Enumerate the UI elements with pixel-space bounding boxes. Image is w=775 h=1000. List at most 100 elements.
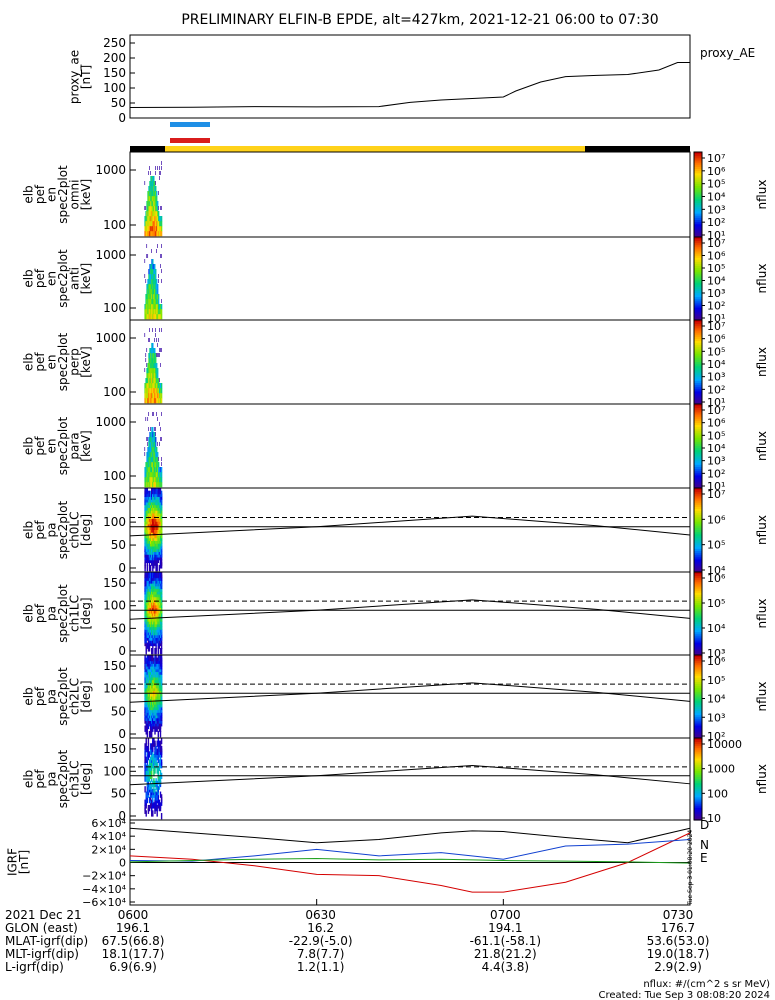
spec-pixel [147, 284, 149, 290]
colorbar-cell [694, 692, 702, 696]
spec-pixel [157, 467, 159, 473]
colorbar-cell [694, 272, 702, 275]
pa-pixel [151, 783, 153, 790]
colorbar-cell [694, 366, 702, 369]
spec-pixel [161, 244, 162, 248]
spec-pixel [156, 467, 158, 473]
ylabel-line: [deg] [79, 514, 93, 546]
colorbar-cell [694, 696, 702, 700]
spec-pixel [149, 462, 151, 468]
spec-pixel [158, 467, 160, 473]
spec-pixel [145, 294, 147, 300]
spec-pixel [160, 264, 161, 268]
y-tick-label: 50 [111, 96, 126, 110]
pa-pixel [149, 654, 152, 662]
spec-pixel [148, 289, 150, 295]
spec-pixel [157, 201, 159, 207]
pa-pixel [149, 571, 152, 579]
colorbar-tick-label: 10⁶ [707, 572, 726, 585]
time-axis-value: 0600 [118, 908, 149, 922]
y-tick-label: 100 [103, 218, 126, 232]
spec-pixel [157, 284, 159, 290]
spec-pixel [144, 383, 146, 389]
pa-pixel [148, 783, 151, 790]
spec-pixel [144, 393, 146, 399]
spec-pixel [155, 299, 157, 305]
pa-pixel [153, 770, 155, 777]
colorbar-tick-label: 10⁶ [707, 417, 726, 430]
pa-pixel [158, 740, 161, 747]
spec-pixel [155, 477, 157, 483]
pa-pixel [156, 780, 158, 788]
pa-pixel [156, 725, 158, 732]
spec-pixel [154, 482, 156, 488]
spec-pixel [156, 447, 158, 453]
pa-pixel [152, 794, 154, 801]
colorbar-cell [694, 362, 702, 365]
spec-pixel [155, 221, 157, 227]
pa-pixel [153, 737, 155, 745]
colorbar-cell [694, 813, 702, 817]
colorbar-cell [694, 241, 702, 244]
colorbar-cell [694, 578, 702, 581]
spec-pixel [147, 417, 149, 421]
pa-panel-1-colorbar: 10⁶ 10⁵ 10⁴ 10³ nflux [693, 571, 769, 660]
colorbar-cell [694, 605, 702, 608]
colorbar-cell [694, 171, 702, 174]
spec-pixel [149, 269, 151, 275]
colorbar-cell [694, 326, 702, 329]
spec-pixel [149, 309, 151, 315]
colorbar-cell [694, 328, 702, 332]
colorbar-cell [694, 711, 702, 714]
spec-pixel [149, 294, 151, 300]
spec-pixel [152, 477, 154, 483]
spec-pixel [155, 388, 157, 394]
colorbar-tick-label: 10⁴ [707, 275, 726, 288]
spec-pixel [154, 284, 156, 290]
colorbar-cell [694, 162, 702, 166]
pa-pixel [153, 786, 155, 793]
spec-pixel [151, 181, 153, 187]
pa-pixel [157, 648, 160, 655]
colorbar-cell [694, 548, 702, 552]
pa-pixel [144, 786, 146, 793]
spec-pixel [154, 264, 156, 270]
colorbar-cell [694, 586, 702, 590]
colorbar-cell [694, 530, 702, 533]
colorbar-tick-label: 10³ [707, 647, 725, 660]
colorbar-cell [694, 551, 702, 554]
spec-pixel [152, 343, 154, 349]
colorbar-cell [694, 498, 702, 502]
colorbar-cell [694, 389, 702, 392]
spec-pixel [152, 442, 154, 448]
colorbar-tick-label: 10⁶ [707, 513, 726, 526]
spec-pixel [154, 196, 156, 202]
colorbar-tick-label: 10⁵ [707, 262, 725, 275]
spec-pixel [156, 299, 158, 305]
spec-pixel [161, 254, 162, 258]
y-tick-label: 200 [103, 51, 126, 65]
pa-pixel [145, 764, 147, 772]
pa-pixel [156, 571, 158, 579]
pa-pixel [145, 791, 147, 798]
colorbar-cell [694, 355, 702, 359]
pa-pixel [157, 767, 160, 774]
colorbar-label-text: nflux [755, 682, 769, 712]
colorbar-cell [694, 644, 702, 648]
pa-pixel [159, 571, 162, 579]
spec-pixel [155, 482, 157, 488]
spec-pixel [148, 353, 150, 359]
pa-pixel [144, 756, 146, 763]
colorbar-label: nflux [755, 682, 769, 712]
footer-units: nflux: #/(cm^2 s sr MeV) [643, 979, 770, 990]
spec-pixel [155, 206, 157, 212]
spec-pixel [151, 186, 153, 192]
spec-pixel [155, 462, 157, 468]
spec-pixel [152, 363, 154, 369]
spec-pixel [157, 472, 159, 478]
orbit-bar-sunlit [165, 146, 585, 152]
spec-pixel [159, 304, 161, 310]
ylabel-line: [deg] [79, 763, 93, 795]
colorbar-cell [694, 642, 702, 646]
spec-pixel [150, 201, 152, 207]
